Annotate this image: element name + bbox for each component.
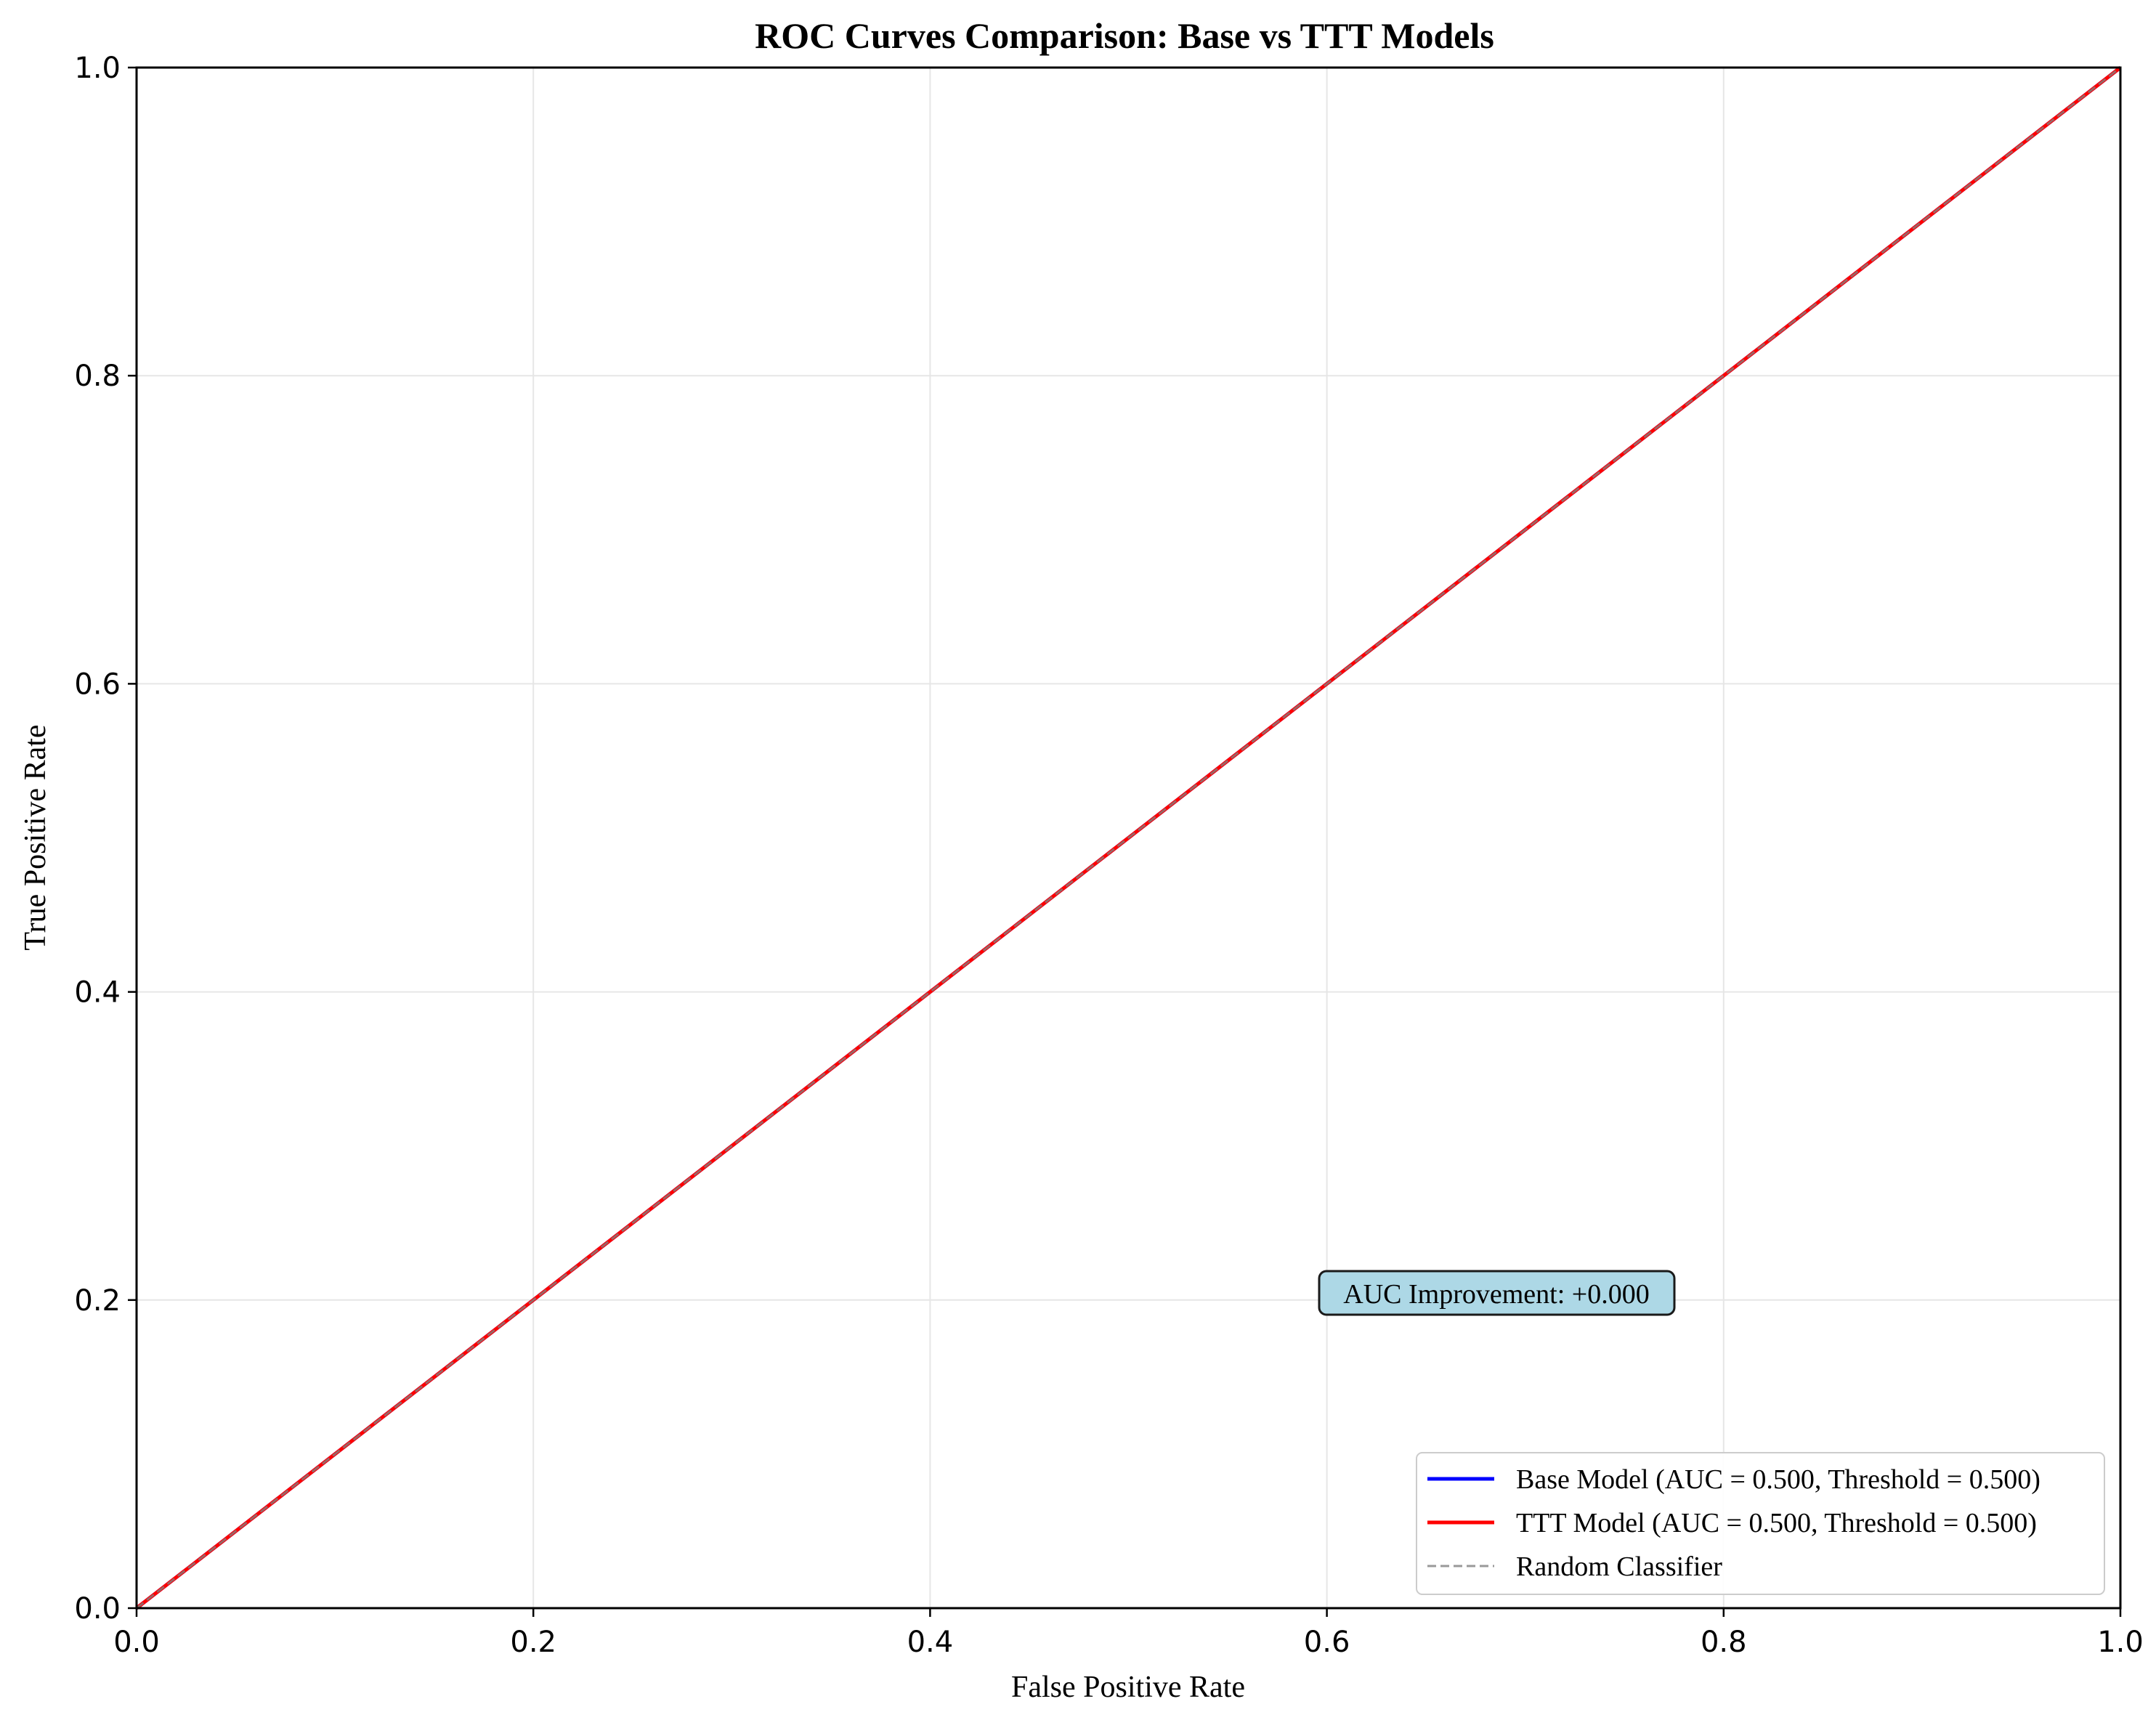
legend-label: TTT Model (AUC = 0.500, Threshold = 0.50… <box>1516 1508 2037 1538</box>
annotation-text: AUC Improvement: +0.000 <box>1343 1279 1649 1310</box>
y-tick-label: 0.2 <box>74 1284 121 1318</box>
series-line-random-classifier <box>136 66 2121 1610</box>
y-tick-label: 1.0 <box>74 52 121 85</box>
legend-label: Base Model (AUC = 0.500, Threshold = 0.5… <box>1516 1464 2040 1495</box>
x-tick-label: 0.0 <box>113 1626 160 1659</box>
y-tick-label: 0.6 <box>74 668 121 701</box>
chart-title: ROC Curves Comparison: Base vs TTT Model… <box>755 15 1494 56</box>
x-tick-label: 0.8 <box>1701 1626 1747 1659</box>
legend-box <box>1416 1452 2105 1595</box>
annotation-box: AUC Improvement: +0.000 <box>1318 1270 1676 1316</box>
x-tick-label: 0.2 <box>510 1626 556 1659</box>
y-tick-label: 0.0 <box>74 1592 121 1626</box>
x-tick-label: 0.6 <box>1304 1626 1350 1659</box>
series-lines <box>135 66 2122 1610</box>
y-tick-label: 0.4 <box>74 976 121 1010</box>
y-tick-label: 0.8 <box>74 360 121 393</box>
legend-entries: Base Model (AUC = 0.500, Threshold = 0.5… <box>1427 1464 2040 1582</box>
legend: Base Model (AUC = 0.500, Threshold = 0.5… <box>1416 1452 2105 1595</box>
annotation-background <box>1318 1270 1676 1316</box>
grid-lines <box>136 67 2121 1609</box>
x-tick-label: 1.0 <box>2097 1626 2144 1659</box>
plot-area-frame <box>135 66 2122 1610</box>
x-axis-label: False Positive Rate <box>1011 1671 1245 1704</box>
y-axis-label: True Positive Rate <box>19 724 52 950</box>
axis-ticks: 0.0 0.2 0.4 0.6 0.8 1.0 0.0 0.2 0.4 0.6 0.8 1.0 <box>74 52 2143 1659</box>
legend-label: Random Classifier <box>1516 1551 1722 1582</box>
x-tick-label: 0.4 <box>907 1626 954 1659</box>
